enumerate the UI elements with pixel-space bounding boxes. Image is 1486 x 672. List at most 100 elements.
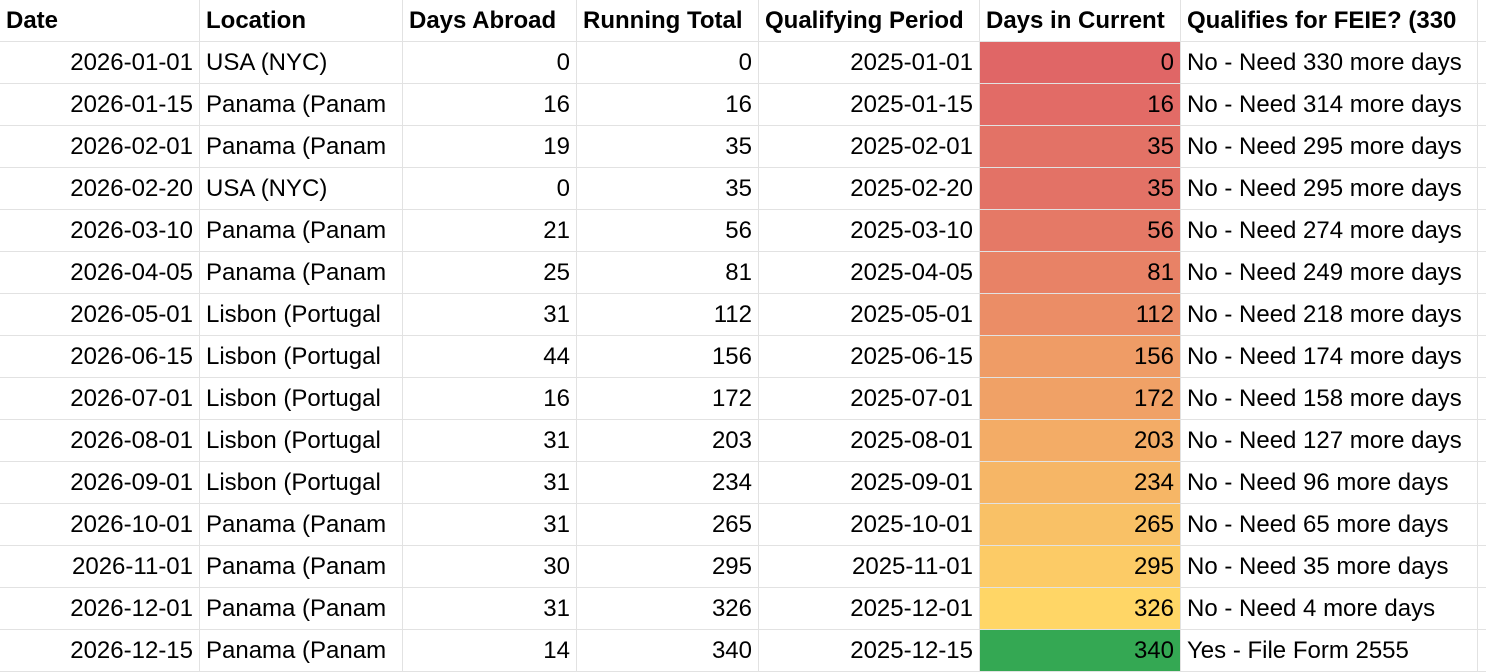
cell[interactable]: 16 — [577, 84, 759, 126]
header-cell[interactable]: Qualifies for FEIE? (330 — [1181, 0, 1478, 42]
cell[interactable]: 326 — [577, 588, 759, 630]
cell[interactable]: 2026-11-01 — [0, 546, 200, 588]
cell[interactable]: 2026-08-01 — [0, 420, 200, 462]
cell[interactable] — [1478, 294, 1486, 336]
cell[interactable]: Panama (Panam — [200, 126, 403, 168]
cell[interactable] — [1478, 126, 1486, 168]
cell[interactable]: 2025-09-01 — [759, 462, 980, 504]
cell[interactable]: No - Need 65 more days — [1181, 504, 1478, 546]
cell[interactable]: 31 — [403, 588, 577, 630]
header-cell[interactable]: Location — [200, 0, 403, 42]
cell[interactable]: No - Need 127 more days — [1181, 420, 1478, 462]
cell[interactable]: 2025-12-15 — [759, 630, 980, 672]
cell[interactable]: 112 — [577, 294, 759, 336]
cell[interactable]: 234 — [980, 462, 1181, 504]
cell[interactable]: 2026-09-01 — [0, 462, 200, 504]
cell[interactable] — [1478, 84, 1486, 126]
cell[interactable]: Panama (Panam — [200, 252, 403, 294]
cell[interactable]: 203 — [980, 420, 1181, 462]
cell[interactable]: 2026-10-01 — [0, 504, 200, 546]
cell[interactable]: 265 — [577, 504, 759, 546]
cell[interactable]: No - Need 4 more days — [1181, 588, 1478, 630]
cell[interactable]: 2025-05-01 — [759, 294, 980, 336]
cell[interactable]: 35 — [577, 126, 759, 168]
cell[interactable]: 16 — [980, 84, 1181, 126]
header-cell[interactable]: Days Abroad — [403, 0, 577, 42]
cell[interactable]: Lisbon (Portugal — [200, 462, 403, 504]
cell[interactable]: 2026-12-01 — [0, 588, 200, 630]
cell[interactable]: 2025-06-15 — [759, 336, 980, 378]
cell[interactable] — [1478, 462, 1486, 504]
cell[interactable]: 2025-04-05 — [759, 252, 980, 294]
cell[interactable]: 2025-01-15 — [759, 84, 980, 126]
cell[interactable]: 30 — [403, 546, 577, 588]
cell[interactable]: No - Need 274 more days — [1181, 210, 1478, 252]
cell[interactable] — [1478, 546, 1486, 588]
cell[interactable]: 156 — [577, 336, 759, 378]
cell[interactable]: 2026-02-20 — [0, 168, 200, 210]
cell[interactable]: 326 — [980, 588, 1181, 630]
cell[interactable] — [1478, 210, 1486, 252]
cell[interactable]: 2025-10-01 — [759, 504, 980, 546]
cell[interactable] — [1478, 336, 1486, 378]
header-cell[interactable]: Date — [0, 0, 200, 42]
cell[interactable]: 44 — [403, 336, 577, 378]
cell[interactable]: 31 — [403, 294, 577, 336]
cell[interactable]: 2026-12-15 — [0, 630, 200, 672]
cell[interactable]: 2026-04-05 — [0, 252, 200, 294]
cell[interactable]: 2025-03-10 — [759, 210, 980, 252]
cell[interactable]: 25 — [403, 252, 577, 294]
cell[interactable]: 2025-02-20 — [759, 168, 980, 210]
cell[interactable] — [1478, 378, 1486, 420]
cell[interactable]: 2025-01-01 — [759, 42, 980, 84]
cell[interactable]: 16 — [403, 378, 577, 420]
cell[interactable]: 265 — [980, 504, 1181, 546]
cell[interactable]: 31 — [403, 462, 577, 504]
cell[interactable]: 31 — [403, 420, 577, 462]
cell[interactable]: No - Need 218 more days — [1181, 294, 1478, 336]
header-cell[interactable]: Running Total — [577, 0, 759, 42]
cell[interactable] — [1478, 630, 1486, 672]
cell[interactable]: 2026-02-01 — [0, 126, 200, 168]
header-cell[interactable] — [1478, 0, 1486, 42]
cell[interactable]: Panama (Panam — [200, 630, 403, 672]
cell[interactable]: 21 — [403, 210, 577, 252]
cell[interactable]: 2025-08-01 — [759, 420, 980, 462]
cell[interactable]: 35 — [980, 126, 1181, 168]
cell[interactable]: No - Need 96 more days — [1181, 462, 1478, 504]
cell[interactable]: USA (NYC) — [200, 42, 403, 84]
cell[interactable]: 14 — [403, 630, 577, 672]
cell[interactable]: 56 — [577, 210, 759, 252]
cell[interactable]: 2026-01-15 — [0, 84, 200, 126]
cell[interactable]: 2026-07-01 — [0, 378, 200, 420]
cell[interactable]: 2026-06-15 — [0, 336, 200, 378]
cell[interactable]: 172 — [980, 378, 1181, 420]
cell[interactable] — [1478, 588, 1486, 630]
cell[interactable]: Panama (Panam — [200, 210, 403, 252]
header-cell[interactable]: Qualifying Period — [759, 0, 980, 42]
cell[interactable] — [1478, 168, 1486, 210]
cell[interactable]: 0 — [577, 42, 759, 84]
cell[interactable]: No - Need 249 more days — [1181, 252, 1478, 294]
cell[interactable] — [1478, 42, 1486, 84]
cell[interactable]: 340 — [980, 630, 1181, 672]
cell[interactable]: 81 — [980, 252, 1181, 294]
cell[interactable]: 81 — [577, 252, 759, 294]
cell[interactable]: No - Need 295 more days — [1181, 168, 1478, 210]
cell[interactable]: Yes - File Form 2555 — [1181, 630, 1478, 672]
cell[interactable]: No - Need 295 more days — [1181, 126, 1478, 168]
cell[interactable] — [1478, 420, 1486, 462]
cell[interactable] — [1478, 252, 1486, 294]
cell[interactable]: No - Need 158 more days — [1181, 378, 1478, 420]
cell[interactable]: Lisbon (Portugal — [200, 336, 403, 378]
cell[interactable]: No - Need 35 more days — [1181, 546, 1478, 588]
cell[interactable]: Lisbon (Portugal — [200, 420, 403, 462]
cell[interactable]: 112 — [980, 294, 1181, 336]
cell[interactable]: 172 — [577, 378, 759, 420]
cell[interactable]: Lisbon (Portugal — [200, 378, 403, 420]
cell[interactable]: 2026-01-01 — [0, 42, 200, 84]
cell[interactable]: No - Need 174 more days — [1181, 336, 1478, 378]
cell[interactable]: 340 — [577, 630, 759, 672]
cell[interactable]: No - Need 314 more days — [1181, 84, 1478, 126]
cell[interactable] — [1478, 504, 1486, 546]
